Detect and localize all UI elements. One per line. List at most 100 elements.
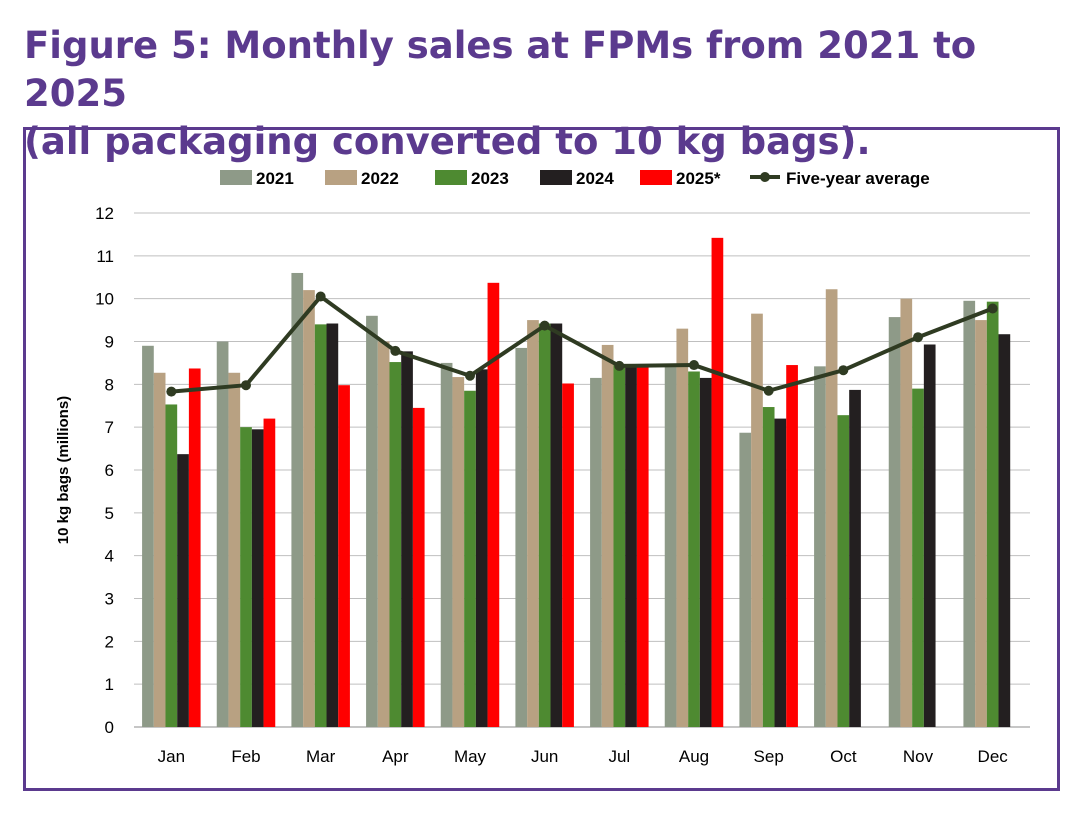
bar-2024-apr [401,351,413,727]
legend-label: Five-year average [786,169,930,188]
bar-2024-aug [699,377,712,727]
bar-2022-jan [153,372,166,727]
x-tick-label: Dec [978,747,1009,766]
legend-item-2024: 2024 [540,169,614,188]
five-year-average-line [166,291,998,397]
y-tick-label: 8 [105,375,114,394]
bar-2025-sep [786,365,798,727]
legend-label: 2024 [576,169,614,188]
average-point-aug [689,360,699,371]
bar-2022-dec [975,320,987,727]
bar-2022-aug [676,328,689,727]
legend-label: 2025* [676,169,721,188]
average-point-feb [241,380,251,391]
x-tick-label: Jun [531,747,558,766]
x-tick-label: Oct [830,747,857,766]
bar-2023-apr [389,362,402,727]
bar-2025-aug [711,237,724,728]
average-point-jan [166,386,177,397]
bar-2021-jul [590,377,602,727]
legend-label: 2023 [471,169,509,188]
bar-2025-may [487,282,500,727]
average-point-apr [390,345,401,356]
bar-2021-jan [142,345,154,727]
bar-2025-feb [263,418,276,727]
bar-2022-may [452,377,465,727]
bar-2021-feb [216,341,229,727]
legend-item-2023: 2023 [435,169,509,188]
legend-label: 2022 [361,169,399,188]
x-axis-ticks: Jan Feb Mar Apr May Jun Jul Aug Sep Oct Nov Dec [158,747,1009,766]
average-line [171,294,994,394]
bar-2022-sep [751,313,763,727]
bar-2022-oct [825,289,838,727]
bar-2022-apr [377,341,390,727]
average-point-jun [539,320,550,331]
x-tick-label: Aug [679,747,709,766]
bar-2021-aug [664,365,677,727]
y-tick-label: 7 [105,418,114,437]
bar-2023-dec [986,301,999,727]
legend-item-fiveyearaverage: Five-year average [750,169,930,188]
bar-2025-jul [636,366,649,727]
bar-2021-mar [291,272,304,727]
bar-2023-feb [240,427,252,727]
bar-2023-sep [762,407,775,727]
bar-2021-nov [888,317,901,727]
bar-2025-jan [188,368,201,727]
bar-2022-nov [900,298,913,727]
legend-swatch [325,170,357,185]
average-point-dec [987,303,998,314]
legend-item-2025: 2025* [640,169,721,188]
x-tick-label: Apr [382,747,409,766]
bar-2024-jun [550,323,563,727]
bar-2023-jan [165,404,178,727]
y-tick-label: 9 [105,333,114,352]
y-tick-label: 10 [95,290,114,309]
bar-2024-jul [625,365,637,727]
legend-swatch [640,170,672,185]
y-tick-label: 2 [105,632,114,651]
legend-swatch [540,170,572,185]
bar-2022-jul [601,344,614,727]
bar-2024-jan [177,454,189,727]
y-tick-label: 3 [105,590,114,609]
y-tick-label: 0 [105,718,114,737]
bar-2025-mar [338,385,350,727]
bar-2024-oct [849,389,861,727]
average-point-mar [315,291,326,302]
bar-2024-mar [326,323,339,727]
bar-2021-oct [814,366,826,727]
legend-item-2022: 2022 [325,169,399,188]
bar-2021-sep [739,432,752,727]
bar-2022-feb [228,372,241,727]
bar-2024-dec [998,334,1011,727]
bar-2022-jun [527,320,539,727]
legend-swatch [220,170,252,185]
legend: 2021 2022 2023 2024 2025* Five-year average [220,169,930,188]
bar-2021-may [440,362,453,727]
chart-frame [23,127,1060,791]
x-tick-label: Nov [903,747,934,766]
figure-title-line-1: Figure 5: Monthly sales at FPMs from 202… [24,24,977,115]
average-point-jul [614,360,625,371]
bar-2021-apr [366,315,378,727]
average-point-sep [763,385,774,396]
bar-2023-may [464,390,476,727]
legend-swatch [435,170,467,185]
x-tick-label: Mar [306,747,336,766]
bar-2021-dec [963,300,976,727]
bars [142,237,1011,728]
average-point-may [465,370,475,381]
legend-label: 2021 [256,169,294,188]
y-tick-label: 5 [105,504,114,523]
bar-2023-nov [912,388,924,727]
bar-2024-may [475,369,488,727]
bar-2025-jun [562,383,574,727]
y-tick-label: 6 [105,461,114,480]
bar-2023-mar [314,324,327,727]
average-point-nov [913,332,923,343]
bar-2022-mar [303,290,315,727]
